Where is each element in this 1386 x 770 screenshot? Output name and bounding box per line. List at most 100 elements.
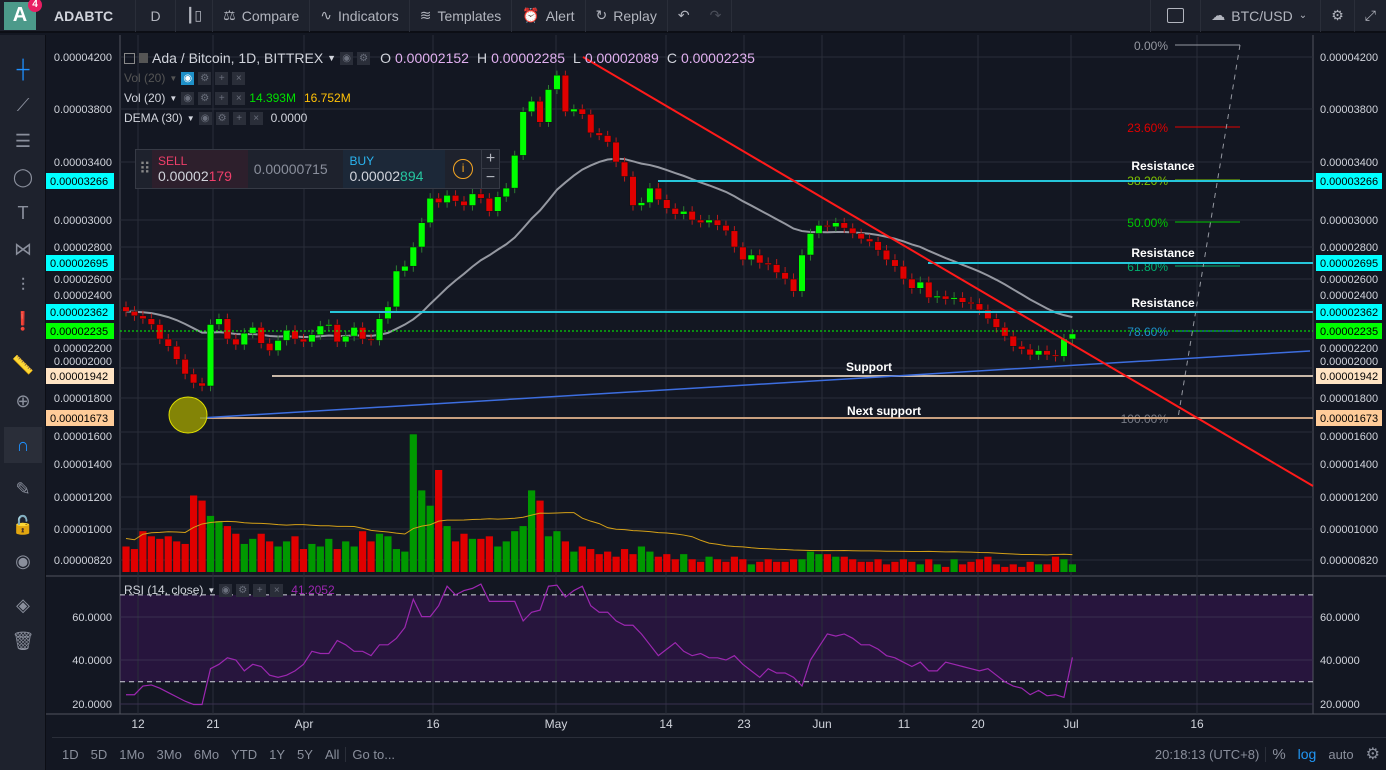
range-1mo[interactable]: 1Mo	[119, 746, 145, 762]
fullscreen-button[interactable]: ⤢	[1355, 0, 1386, 32]
gear-icon[interactable]: ⚙	[236, 583, 250, 597]
close-icon[interactable]: ×	[249, 111, 263, 125]
volume-bar	[916, 564, 924, 572]
info-button[interactable]: i	[445, 150, 481, 188]
plus-icon[interactable]: +	[232, 111, 246, 125]
currency-button[interactable]: ☁ BTC/USD ⌄	[1201, 0, 1322, 32]
prediction-tool[interactable]: ⫶	[0, 267, 46, 303]
log-toggle[interactable]: log	[1297, 746, 1317, 762]
layout-button[interactable]	[1150, 0, 1202, 32]
fib-trend-line[interactable]	[1177, 44, 1241, 419]
close-icon[interactable]: ×	[270, 583, 284, 597]
symbol-title[interactable]: Ada / Bitcoin, 1D, BITTREX	[152, 50, 324, 66]
plus-icon[interactable]: +	[215, 91, 229, 105]
candle	[730, 230, 738, 248]
crosshair-tool[interactable]: ┼	[0, 51, 46, 87]
remove-drawings-tool[interactable]: 🗑	[0, 623, 46, 659]
visibility-icon[interactable]: ◉	[340, 51, 354, 65]
lock-tool[interactable]: 🔓	[0, 507, 46, 543]
chevron-down-icon[interactable]: ▼	[186, 113, 195, 123]
alert-button[interactable]: ⏰ Alert	[512, 0, 586, 32]
plus-icon[interactable]: +	[253, 583, 267, 597]
visibility-icon[interactable]: ◉	[181, 71, 195, 85]
redo-button[interactable]: ↷	[700, 0, 733, 32]
legend-collapse-icon[interactable]	[124, 52, 135, 64]
interval-button[interactable]: D	[136, 0, 176, 32]
range-5d[interactable]: 5D	[90, 746, 108, 762]
stay-drawing-tool[interactable]: ✎	[0, 471, 46, 507]
indicators-button[interactable]: ∿ Indicators	[310, 0, 410, 32]
magnet-tool[interactable]: ∩	[4, 427, 42, 463]
gear-icon[interactable]: ⚙	[198, 71, 212, 85]
decrease-button[interactable]: −	[485, 169, 496, 186]
annotation-support[interactable]: Support	[846, 360, 892, 374]
crosshair-icon: ┼	[16, 58, 30, 79]
price-tag-left: 0.00001942	[50, 371, 108, 383]
gear-icon[interactable]: ⚙	[198, 91, 212, 105]
annotation-r3[interactable]: Resistance	[1131, 296, 1195, 310]
annotation-r1[interactable]: Resistance	[1131, 159, 1195, 173]
symbol-search[interactable]: ADABTC	[44, 0, 136, 32]
drag-handle[interactable]: ⠿	[139, 161, 151, 178]
chart-style-button[interactable]: ┃▯	[176, 0, 214, 32]
replay-button[interactable]: ↻ Replay	[586, 0, 668, 32]
buy-button[interactable]: BUY 0.00002894	[343, 150, 446, 188]
range-5y[interactable]: 5Y	[297, 746, 313, 762]
visibility-tool[interactable]: ◉	[0, 543, 46, 579]
range-3mo[interactable]: 3Mo	[156, 746, 182, 762]
highlight-circle[interactable]	[168, 396, 208, 434]
gear-icon[interactable]: ⚙	[215, 111, 229, 125]
chevron-down-icon[interactable]: ▼	[207, 585, 216, 595]
close-icon[interactable]: ×	[232, 91, 246, 105]
visibility-icon[interactable]: ◉	[198, 111, 212, 125]
sell-button[interactable]: SELL 0.00002179	[152, 150, 248, 188]
undo-button[interactable]: ↶	[668, 0, 700, 32]
chevron-down-icon[interactable]: ▼	[169, 73, 178, 83]
goto-button[interactable]: Go to...	[352, 746, 396, 762]
auto-toggle[interactable]: auto	[1328, 746, 1354, 762]
measure-tool[interactable]: 📏	[0, 347, 46, 383]
shapes-tool[interactable]: ◯	[0, 159, 46, 195]
increase-button[interactable]: +	[482, 150, 499, 169]
close-icon[interactable]: ×	[232, 71, 246, 85]
blue-trendline[interactable]	[199, 350, 1311, 419]
icon-tool[interactable]: ❗	[0, 303, 46, 339]
time-axis-label: 21	[206, 717, 220, 731]
visibility-icon[interactable]: ◉	[219, 583, 233, 597]
templates-button[interactable]: ≋ Templates	[410, 0, 513, 32]
gear-icon[interactable]: ⚙	[357, 51, 371, 65]
text-tool[interactable]: T	[0, 195, 46, 231]
range-all[interactable]: All	[324, 746, 340, 762]
vol-hidden-label[interactable]: Vol (20)	[124, 71, 166, 85]
candle	[781, 272, 789, 280]
price-pane[interactable]	[120, 35, 1313, 575]
range-1d[interactable]: 1D	[62, 746, 79, 762]
time-axis-label: 11	[898, 717, 911, 731]
range-6mo[interactable]: 6Mo	[193, 746, 220, 762]
range-ytd[interactable]: YTD	[231, 746, 258, 762]
red-trendline[interactable]	[582, 56, 1314, 487]
visibility-icon[interactable]: ◉	[181, 91, 195, 105]
settings-button[interactable]: ⚙	[1321, 0, 1355, 32]
compare-button[interactable]: ⚖ Compare	[213, 0, 311, 32]
percent-toggle[interactable]: %	[1272, 745, 1286, 763]
object-tree-tool[interactable]: ◈	[0, 587, 46, 623]
chevron-down-icon[interactable]: ▼	[327, 53, 337, 63]
zoom-tool[interactable]: ⊕	[0, 383, 46, 419]
trendline-tool[interactable]: ⟋	[0, 87, 46, 123]
fib-tool[interactable]: ☰	[0, 123, 46, 159]
dema-label[interactable]: DEMA (30)	[124, 111, 183, 125]
vol-label[interactable]: Vol (20)	[124, 91, 166, 105]
time-axis-label: Apr	[295, 717, 314, 731]
plus-icon[interactable]: +	[215, 71, 229, 85]
range-1y[interactable]: 1Y	[269, 746, 286, 762]
volume-bar	[722, 561, 730, 572]
settings-gear-icon[interactable]: ⚙	[1365, 746, 1380, 763]
rsi-label[interactable]: RSI (14, close)	[124, 583, 204, 597]
annotation-next-support[interactable]: Next support	[847, 404, 921, 418]
chevron-down-icon[interactable]: ▼	[169, 93, 178, 103]
annotation-r2[interactable]: Resistance	[1131, 246, 1195, 260]
pattern-tool[interactable]: ⋈	[0, 231, 46, 267]
